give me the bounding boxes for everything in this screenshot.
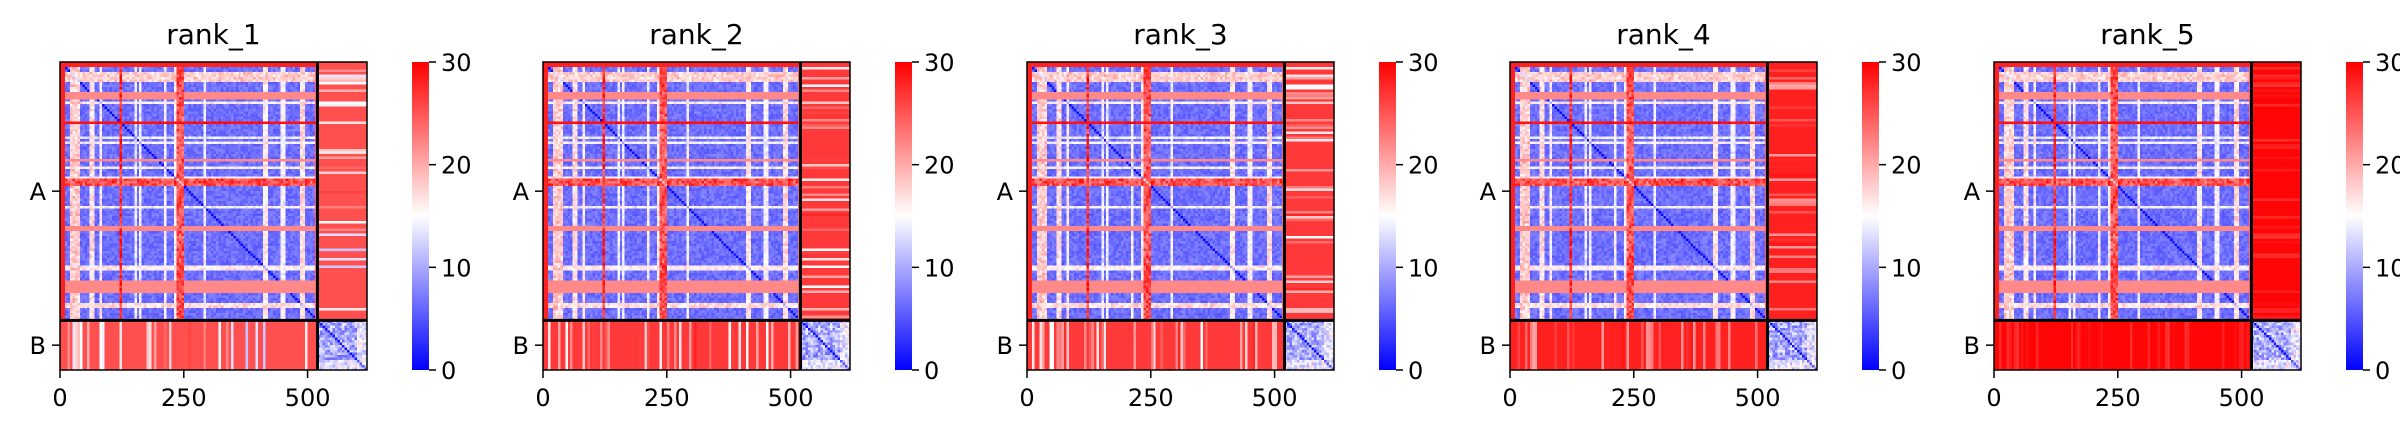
y-tick-label-A: A <box>30 178 47 206</box>
axes-frame <box>542 61 851 371</box>
y-tick-label-A: A <box>997 178 1014 206</box>
x-tick-label: 500 <box>768 384 814 412</box>
axes-frame <box>1026 61 1335 371</box>
colorbar-tick-label: 10 <box>1891 254 1922 282</box>
y-tick-label-A: A <box>513 178 530 206</box>
x-tick-label: 250 <box>2095 384 2141 412</box>
x-tick-label: 0 <box>1502 384 1517 412</box>
colorbar-tick-label: 30 <box>924 49 955 77</box>
heatmap-image <box>60 62 367 370</box>
heatmap-image <box>1994 62 2301 370</box>
x-tick-label: 500 <box>1735 384 1781 412</box>
heatmap-image <box>1027 62 1334 370</box>
y-tick-label-A: A <box>1480 178 1497 206</box>
colorbar-tick-label: 20 <box>924 152 955 180</box>
colorbar-tick-label: 20 <box>441 152 472 180</box>
x-tick-label: 250 <box>161 384 207 412</box>
colorbar-tick-label: 10 <box>441 254 472 282</box>
colorbar-tick-label: 0 <box>1891 357 1906 385</box>
colorbar-tick-label: 10 <box>1408 254 1439 282</box>
colorbar-tick-label: 30 <box>2375 49 2400 77</box>
x-tick-label: 0 <box>1986 384 2001 412</box>
x-tick-label: 0 <box>535 384 550 412</box>
y-tick-label-B: B <box>1964 332 1980 360</box>
x-tick-label: 500 <box>1252 384 1298 412</box>
panel-title: rank_1 <box>166 18 260 51</box>
colorbar-tick-label: 20 <box>1891 152 1922 180</box>
colorbar-tick-label: 0 <box>1408 357 1423 385</box>
heatmap-image <box>543 62 850 370</box>
colorbar-tick-label: 10 <box>924 254 955 282</box>
colorbar <box>1379 62 1396 370</box>
heatmap-image <box>1510 62 1817 370</box>
colorbar-tick-label: 20 <box>2375 152 2400 180</box>
y-tick-label-A: A <box>1964 178 1981 206</box>
x-tick-label: 250 <box>1128 384 1174 412</box>
x-tick-label: 0 <box>52 384 67 412</box>
colorbar <box>2346 62 2363 370</box>
x-tick-label: 250 <box>1611 384 1657 412</box>
panel-title: rank_2 <box>649 18 743 51</box>
colorbar-tick-label: 10 <box>2375 254 2400 282</box>
x-tick-label: 500 <box>2219 384 2265 412</box>
colorbar-tick-label: 0 <box>924 357 939 385</box>
colorbar-tick-label: 30 <box>441 49 472 77</box>
x-tick-label: 500 <box>285 384 331 412</box>
y-tick-label-B: B <box>513 332 529 360</box>
colorbar-tick-label: 30 <box>1891 49 1922 77</box>
x-tick-label: 250 <box>644 384 690 412</box>
colorbar <box>895 62 912 370</box>
colorbar-tick-label: 30 <box>1408 49 1439 77</box>
panel-title: rank_3 <box>1133 18 1227 51</box>
axes-frame <box>1509 61 1818 371</box>
colorbar-tick-label: 0 <box>441 357 456 385</box>
colorbar <box>412 62 429 370</box>
panel-title: rank_4 <box>1616 18 1710 51</box>
x-tick-label: 0 <box>1019 384 1034 412</box>
y-tick-label-B: B <box>30 332 46 360</box>
colorbar-tick-label: 20 <box>1408 152 1439 180</box>
axes-frame <box>1993 61 2302 371</box>
y-tick-label-B: B <box>997 332 1013 360</box>
axes-frame <box>59 61 368 371</box>
panel-title: rank_5 <box>2100 18 2194 51</box>
colorbar-tick-label: 0 <box>2375 357 2390 385</box>
y-tick-label-B: B <box>1480 332 1496 360</box>
colorbar <box>1862 62 1879 370</box>
